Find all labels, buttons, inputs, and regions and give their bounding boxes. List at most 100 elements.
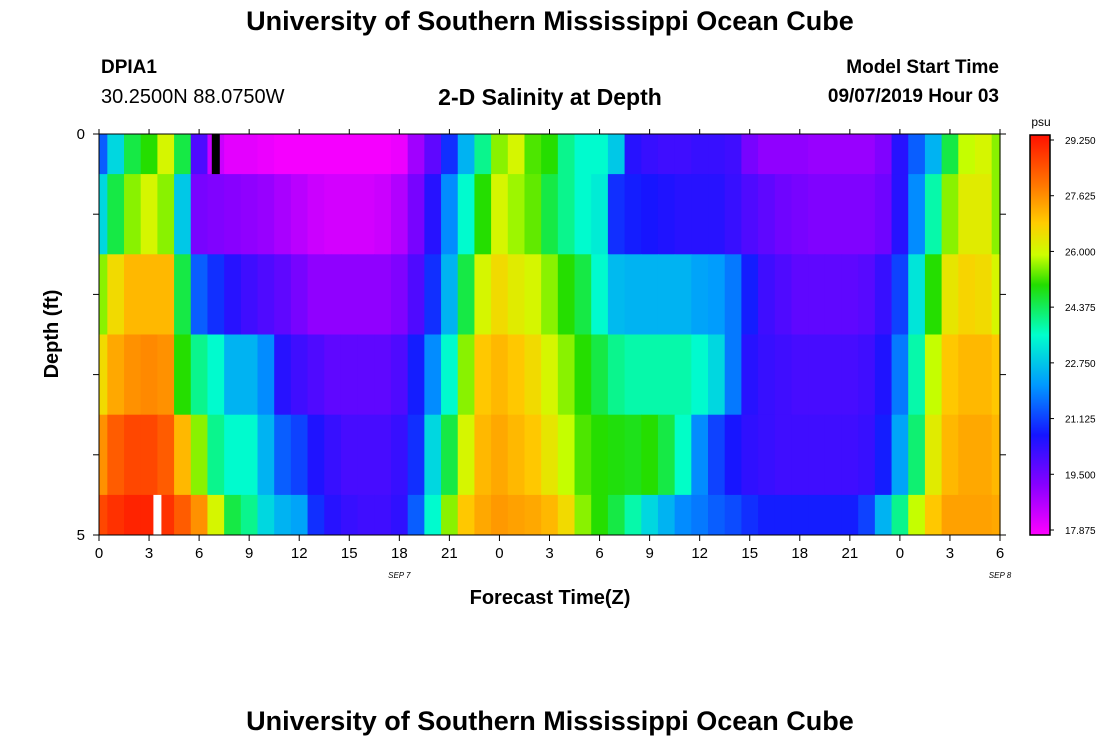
heatmap-cell [207, 254, 225, 335]
heatmap-cell [457, 334, 476, 416]
heatmap-cell [758, 254, 776, 335]
heatmap-cell [674, 254, 692, 335]
heatmap-cell [941, 174, 959, 255]
heatmap-cell [557, 134, 576, 175]
heatmap-cell [257, 414, 275, 496]
heatmap-cell [240, 254, 259, 335]
x-tick-label: 18 [791, 545, 808, 562]
heatmap-cell [924, 494, 943, 536]
x-tick-label: 0 [896, 545, 904, 562]
heatmap-cell [657, 414, 676, 496]
heatmap-cell [524, 494, 542, 536]
heatmap-cell [708, 414, 726, 496]
heatmap-cell [607, 254, 626, 335]
heatmap-cell [390, 134, 409, 175]
y-tick-label: 0 [77, 126, 85, 143]
heatmap-cell [591, 334, 609, 416]
heatmap-cell [507, 174, 526, 255]
heatmap-cell [357, 414, 375, 496]
heatmap-cell [274, 174, 292, 255]
heatmap-cell [157, 334, 175, 416]
y-axis: 05 [77, 126, 1006, 544]
heatmap-cell [774, 254, 793, 335]
heatmap-cell [190, 134, 209, 175]
heatmap-cell [624, 494, 642, 536]
heatmap-cell [491, 414, 509, 496]
heatmap-cell [824, 494, 843, 536]
heatmap-cell [624, 254, 642, 335]
x-tick-label: 18 [391, 545, 408, 562]
heatmap-cell [541, 414, 559, 496]
heatmap-cell [708, 494, 726, 536]
colorbar-tick-label: 26.000 [1065, 247, 1096, 258]
heatmap-cell [240, 334, 259, 416]
heatmap-cell [958, 414, 976, 496]
heatmap-cell [457, 254, 476, 335]
heatmap-cell [941, 134, 959, 175]
heatmap-cell [674, 134, 692, 175]
heatmap-cell [741, 334, 759, 416]
heatmap-cell [424, 134, 442, 175]
heatmap-cell [908, 334, 926, 416]
heatmap-cell [574, 134, 592, 175]
heatmap-cell [257, 174, 275, 255]
heatmap-cell [974, 134, 993, 175]
x-tick-label: 15 [741, 545, 758, 562]
heatmap-cell [441, 254, 459, 335]
heatmap-cell [357, 494, 375, 536]
colorbar-tick-label: 24.375 [1065, 303, 1096, 314]
heatmap-cell [174, 254, 192, 335]
heatmap-cell [941, 254, 959, 335]
heatmap-cell [390, 414, 409, 496]
heatmap-cell [340, 134, 359, 175]
heatmap-cell [858, 174, 876, 255]
heatmap-cell [991, 134, 1001, 175]
heatmap-cell [708, 334, 726, 416]
heatmap-cell [891, 174, 909, 255]
heatmap-cell [591, 254, 609, 335]
plot-title: 2-D Salinity at Depth [438, 84, 662, 110]
heatmap-cell [774, 134, 793, 175]
heatmap-cell [557, 334, 576, 416]
heatmap-cell [641, 494, 659, 536]
heatmap-cell [858, 334, 876, 416]
heatmap-cell [407, 134, 425, 175]
x-tick-label: 15 [341, 545, 358, 562]
heatmap-cell [941, 494, 959, 536]
heatmap-cell [891, 494, 909, 536]
heatmap-cell [724, 334, 742, 416]
heatmap-cell [657, 334, 676, 416]
heatmap-cell [908, 494, 926, 536]
heatmap-cell [624, 134, 642, 175]
colorbar-tick-label: 19.500 [1065, 470, 1096, 481]
heatmap-cell [140, 254, 158, 335]
heatmap-cell [758, 414, 776, 496]
heatmap-cell [541, 174, 559, 255]
heatmap-cell [357, 174, 375, 255]
heatmap-cell [991, 414, 1001, 496]
heatmap-cell [491, 494, 509, 536]
heatmap-cell [958, 494, 976, 536]
heatmap-cell [874, 334, 893, 416]
heatmap-cell [99, 494, 108, 536]
colorbar-tick-label: 29.250 [1065, 136, 1096, 147]
heatmap-cell [424, 334, 442, 416]
x-axis-label: Forecast Time(Z) [470, 587, 631, 609]
heatmap-cell [741, 254, 759, 335]
heatmap-cell [991, 494, 1001, 536]
heatmap-cell [290, 494, 309, 536]
heatmap-cell [224, 414, 242, 496]
heatmap-cell [507, 134, 526, 175]
heatmap-cell [474, 134, 492, 175]
heatmap-cell [441, 134, 459, 175]
heatmap-cell [641, 254, 659, 335]
heatmap-cell [340, 254, 359, 335]
heatmap-cell [257, 254, 275, 335]
heatmap-cell [624, 334, 642, 416]
heatmap-cell [641, 414, 659, 496]
model-start-label: Model Start Time [846, 57, 999, 78]
heatmap-cell [107, 494, 125, 536]
heatmap-cell [124, 134, 142, 175]
heatmap-cell [107, 414, 125, 496]
heatmap-cell [357, 254, 375, 335]
